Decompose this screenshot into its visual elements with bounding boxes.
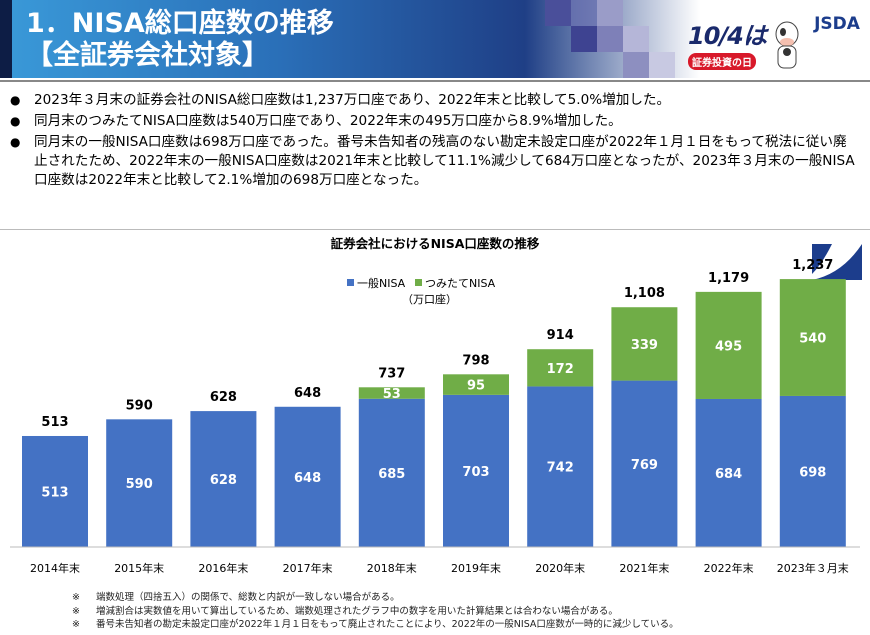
bar-value-label: 742 [547, 461, 574, 476]
legend-tsumitate: つみたてNISA [425, 277, 496, 290]
bar-general [443, 394, 509, 547]
x-tick-label: 2018年末 [367, 561, 417, 575]
section-divider [0, 229, 870, 230]
bar-value-label: 628 [210, 473, 237, 488]
x-tick-label: 2020年末 [535, 561, 585, 575]
total-label: 1,237 [792, 258, 833, 273]
bar-value-label: 685 [378, 467, 405, 482]
total-label: 1,108 [624, 286, 665, 301]
x-tick-label: 2016年末 [198, 561, 248, 575]
summary-bullets: 2023年３月末の証券会社のNISA総口座数は1,237万口座であり、2022年… [10, 91, 860, 192]
bar-value-label: 648 [294, 471, 321, 486]
bar-tsumitate [443, 374, 509, 395]
x-tick-label: 2017年末 [283, 561, 333, 575]
bar-tsumitate [358, 387, 425, 399]
bullet-item: 同月末の一般NISA口座数は698万口座であった。番号未告知者の残高のない勘定未… [10, 133, 860, 190]
bullet-item: 同月末のつみたてNISA口座数は540万口座であり、2022年末の495万口座か… [10, 112, 860, 131]
x-tick-label: 2015年末 [114, 561, 164, 575]
bar-general [527, 386, 594, 547]
x-tick-label: 2019年末 [451, 561, 501, 575]
bar-tsumitate [611, 307, 678, 381]
bar-value-label: 769 [631, 458, 658, 473]
bar-general [22, 435, 88, 547]
bar-value-label: 513 [41, 485, 68, 500]
bar-tsumitate [527, 349, 594, 387]
chart-title: 証券会社におけるNISA口座数の推移 [331, 236, 540, 251]
header-divider [0, 80, 870, 82]
header-banner: 1．NISA総口座数の推移 【全証券会社対象】 [0, 0, 700, 78]
total-label: 628 [210, 390, 237, 405]
legend-general: 一般NISA [357, 277, 406, 290]
bullet-item: 2023年３月末の証券会社のNISA総口座数は1,237万口座であり、2022年… [10, 91, 860, 110]
page-title: 1．NISA総口座数の推移 【全証券会社対象】 [26, 8, 334, 71]
bar-value-label: 590 [126, 477, 153, 492]
bar-general [274, 406, 341, 547]
footnotes: ※ 端数処理（四捨五入）の関係で、総数と内訳が一致しない場合がある。 ※ 増減割合は… [72, 591, 679, 632]
chart-unit: （万口座） [402, 292, 457, 306]
footnote: ※ 端数処理（四捨五入）の関係で、総数と内訳が一致しない場合がある。 [72, 592, 400, 603]
total-label: 798 [462, 353, 489, 368]
total-label: 914 [547, 328, 574, 343]
jsda-logo: JSDA [812, 14, 862, 280]
footnote: ※ 増減割合は実数値を用いて算出しているため、端数処理されたグラフ中の数字を用いた… [72, 605, 618, 617]
bar-general [611, 380, 678, 547]
bar-value-label: 703 [462, 465, 489, 480]
bar-value-label: 95 [467, 379, 485, 394]
cow-mascot-icon [775, 21, 799, 69]
x-tick-label: 2023年３月末 [777, 561, 849, 575]
total-label: 648 [294, 386, 321, 401]
bar-value-label: 698 [799, 465, 826, 480]
bar-general [190, 411, 257, 547]
total-label: 590 [126, 398, 153, 413]
bar-general [779, 395, 846, 547]
bar-value-label: 53 [383, 387, 401, 402]
footnote: ※ 番号未告知者の勘定未設定口座が2022年１月１日をもって廃止されたことにより、… [72, 619, 679, 630]
bar-value-label: 540 [799, 332, 826, 347]
legend-swatch-tsumitate [415, 279, 422, 286]
securities-day-logo: 10/4は 証券投資の日 [688, 22, 767, 70]
bar-value-label: 495 [715, 339, 742, 354]
nisa-accounts-chart: 証券会社におけるNISA口座数の推移 一般NISA つみたてNISA （万口座）… [10, 236, 860, 575]
total-label: 513 [41, 415, 68, 430]
bar-tsumitate [695, 291, 762, 399]
x-tick-label: 2014年末 [30, 561, 80, 575]
x-tick-label: 2021年末 [619, 561, 669, 575]
bar-general [106, 419, 173, 547]
bar-tsumitate [779, 279, 846, 396]
bar-general [695, 398, 762, 547]
header-stripe [0, 0, 12, 78]
total-label: 737 [378, 366, 405, 381]
bar-value-label: 172 [547, 362, 574, 377]
total-label: 1,179 [708, 271, 749, 286]
x-tick-label: 2022年末 [704, 561, 754, 575]
bar-value-label: 339 [631, 338, 658, 353]
legend-swatch-general [347, 279, 354, 286]
bar-general [358, 398, 425, 547]
bar-value-label: 684 [715, 467, 742, 482]
